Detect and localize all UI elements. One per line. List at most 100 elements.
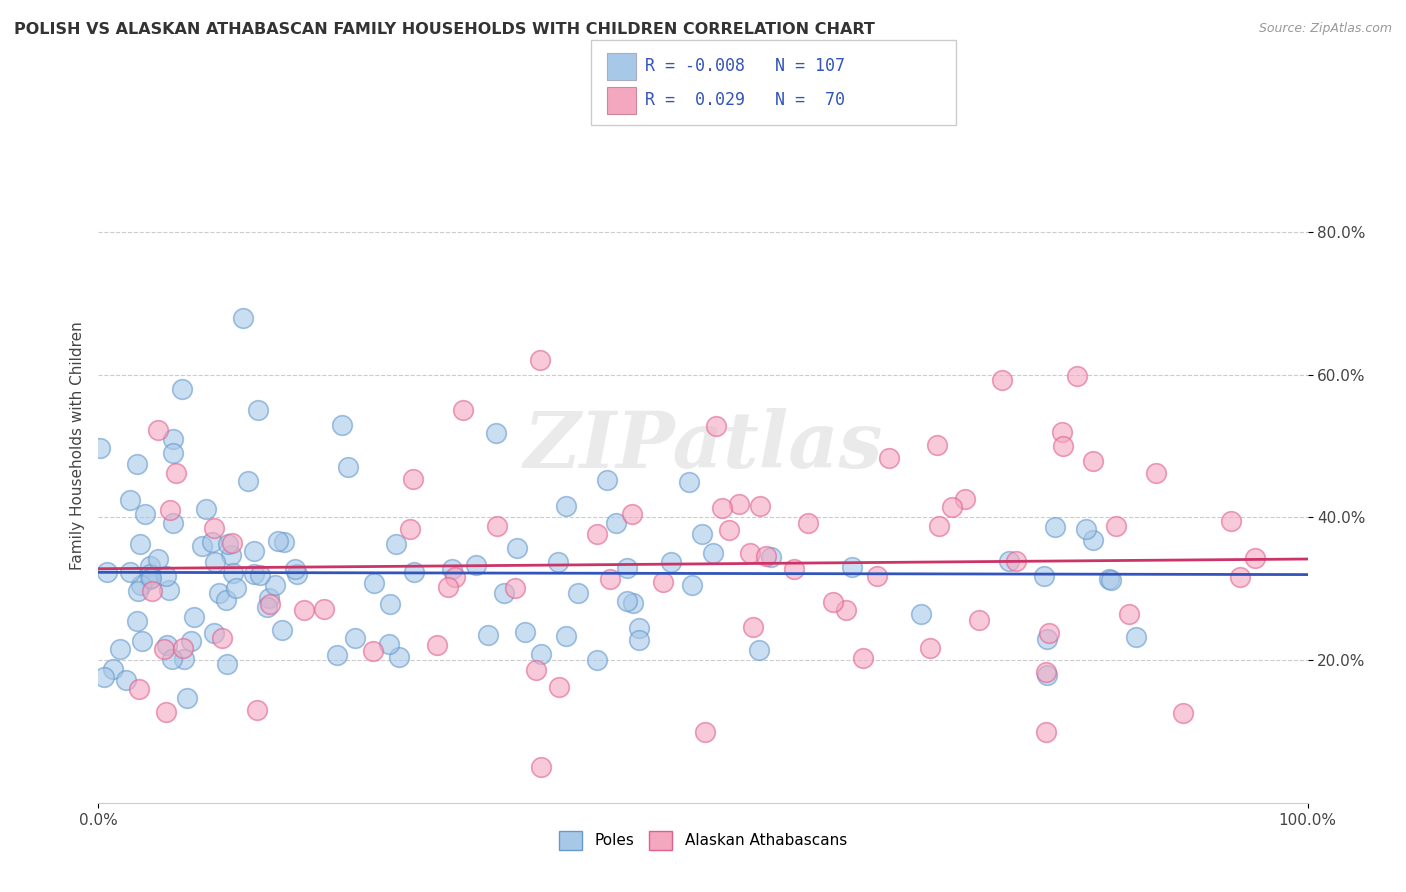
Point xyxy=(621,596,644,610)
Point xyxy=(529,353,551,368)
Point xyxy=(129,578,152,592)
Point xyxy=(567,586,589,600)
Point xyxy=(402,472,425,486)
Point xyxy=(139,567,162,582)
Point xyxy=(332,417,354,432)
Point xyxy=(710,500,733,515)
Point xyxy=(146,423,169,437)
Point xyxy=(749,500,772,514)
Point xyxy=(1118,607,1140,621)
Point xyxy=(492,586,515,600)
Point xyxy=(343,631,366,645)
Point xyxy=(927,438,949,452)
Point xyxy=(236,474,259,488)
Point xyxy=(991,373,1014,387)
Point xyxy=(1171,706,1194,721)
Point xyxy=(851,651,873,665)
Point xyxy=(661,555,683,569)
Point xyxy=(616,561,638,575)
Point xyxy=(503,581,526,595)
Point xyxy=(170,382,193,396)
Point xyxy=(998,554,1021,568)
Point xyxy=(506,541,529,555)
Point xyxy=(702,546,724,560)
Point xyxy=(128,682,150,697)
Point xyxy=(108,642,131,657)
Point xyxy=(967,613,990,627)
Point xyxy=(141,583,163,598)
Point xyxy=(841,559,863,574)
Point xyxy=(202,521,225,535)
Point xyxy=(741,620,763,634)
Point xyxy=(928,519,950,533)
Point xyxy=(134,507,156,521)
Point xyxy=(1144,466,1167,480)
Point xyxy=(146,552,169,566)
Point xyxy=(207,586,229,600)
Point xyxy=(1052,439,1074,453)
Point xyxy=(271,623,294,637)
Point xyxy=(287,566,309,581)
Point xyxy=(221,548,243,562)
Point xyxy=(139,571,162,585)
Point xyxy=(162,516,184,531)
Point xyxy=(156,638,179,652)
Point xyxy=(201,535,224,549)
Point xyxy=(530,647,553,661)
Point xyxy=(821,595,844,609)
Point xyxy=(93,670,115,684)
Point xyxy=(1098,572,1121,586)
Point xyxy=(96,565,118,579)
Point xyxy=(465,558,488,573)
Point xyxy=(162,446,184,460)
Point xyxy=(920,640,942,655)
Point xyxy=(1104,519,1126,533)
Point xyxy=(232,310,254,325)
Point xyxy=(211,631,233,645)
Point xyxy=(246,703,269,717)
Point xyxy=(180,634,202,648)
Point xyxy=(1050,425,1073,439)
Point xyxy=(263,578,285,592)
Point xyxy=(155,706,177,720)
Point xyxy=(243,544,266,558)
Point xyxy=(1229,570,1251,584)
Point xyxy=(1043,520,1066,534)
Point xyxy=(486,518,509,533)
Point xyxy=(214,592,236,607)
Point xyxy=(385,537,408,551)
Point xyxy=(627,621,650,635)
Point xyxy=(139,572,162,586)
Point xyxy=(530,760,553,774)
Point xyxy=(1036,668,1059,682)
Point xyxy=(1244,551,1267,566)
Point xyxy=(336,460,359,475)
Text: Source: ZipAtlas.com: Source: ZipAtlas.com xyxy=(1258,22,1392,36)
Point xyxy=(554,499,576,513)
Point xyxy=(524,664,547,678)
Point xyxy=(172,640,194,655)
Point xyxy=(159,502,181,516)
Point xyxy=(217,537,239,551)
Point xyxy=(1083,533,1105,547)
Point xyxy=(866,568,889,582)
Point xyxy=(1074,522,1097,536)
Point xyxy=(681,578,703,592)
Point xyxy=(444,570,467,584)
Point xyxy=(704,418,727,433)
Point xyxy=(693,724,716,739)
Point xyxy=(1035,725,1057,739)
Point xyxy=(284,562,307,576)
Point xyxy=(153,641,176,656)
Point xyxy=(1099,573,1122,587)
Point xyxy=(1038,625,1060,640)
Point xyxy=(555,629,578,643)
Point xyxy=(194,501,217,516)
Point xyxy=(377,637,399,651)
Point xyxy=(222,566,245,580)
Point xyxy=(125,614,148,628)
Point xyxy=(267,534,290,549)
Point xyxy=(1005,554,1028,568)
Point xyxy=(728,497,751,511)
Point xyxy=(910,607,932,622)
